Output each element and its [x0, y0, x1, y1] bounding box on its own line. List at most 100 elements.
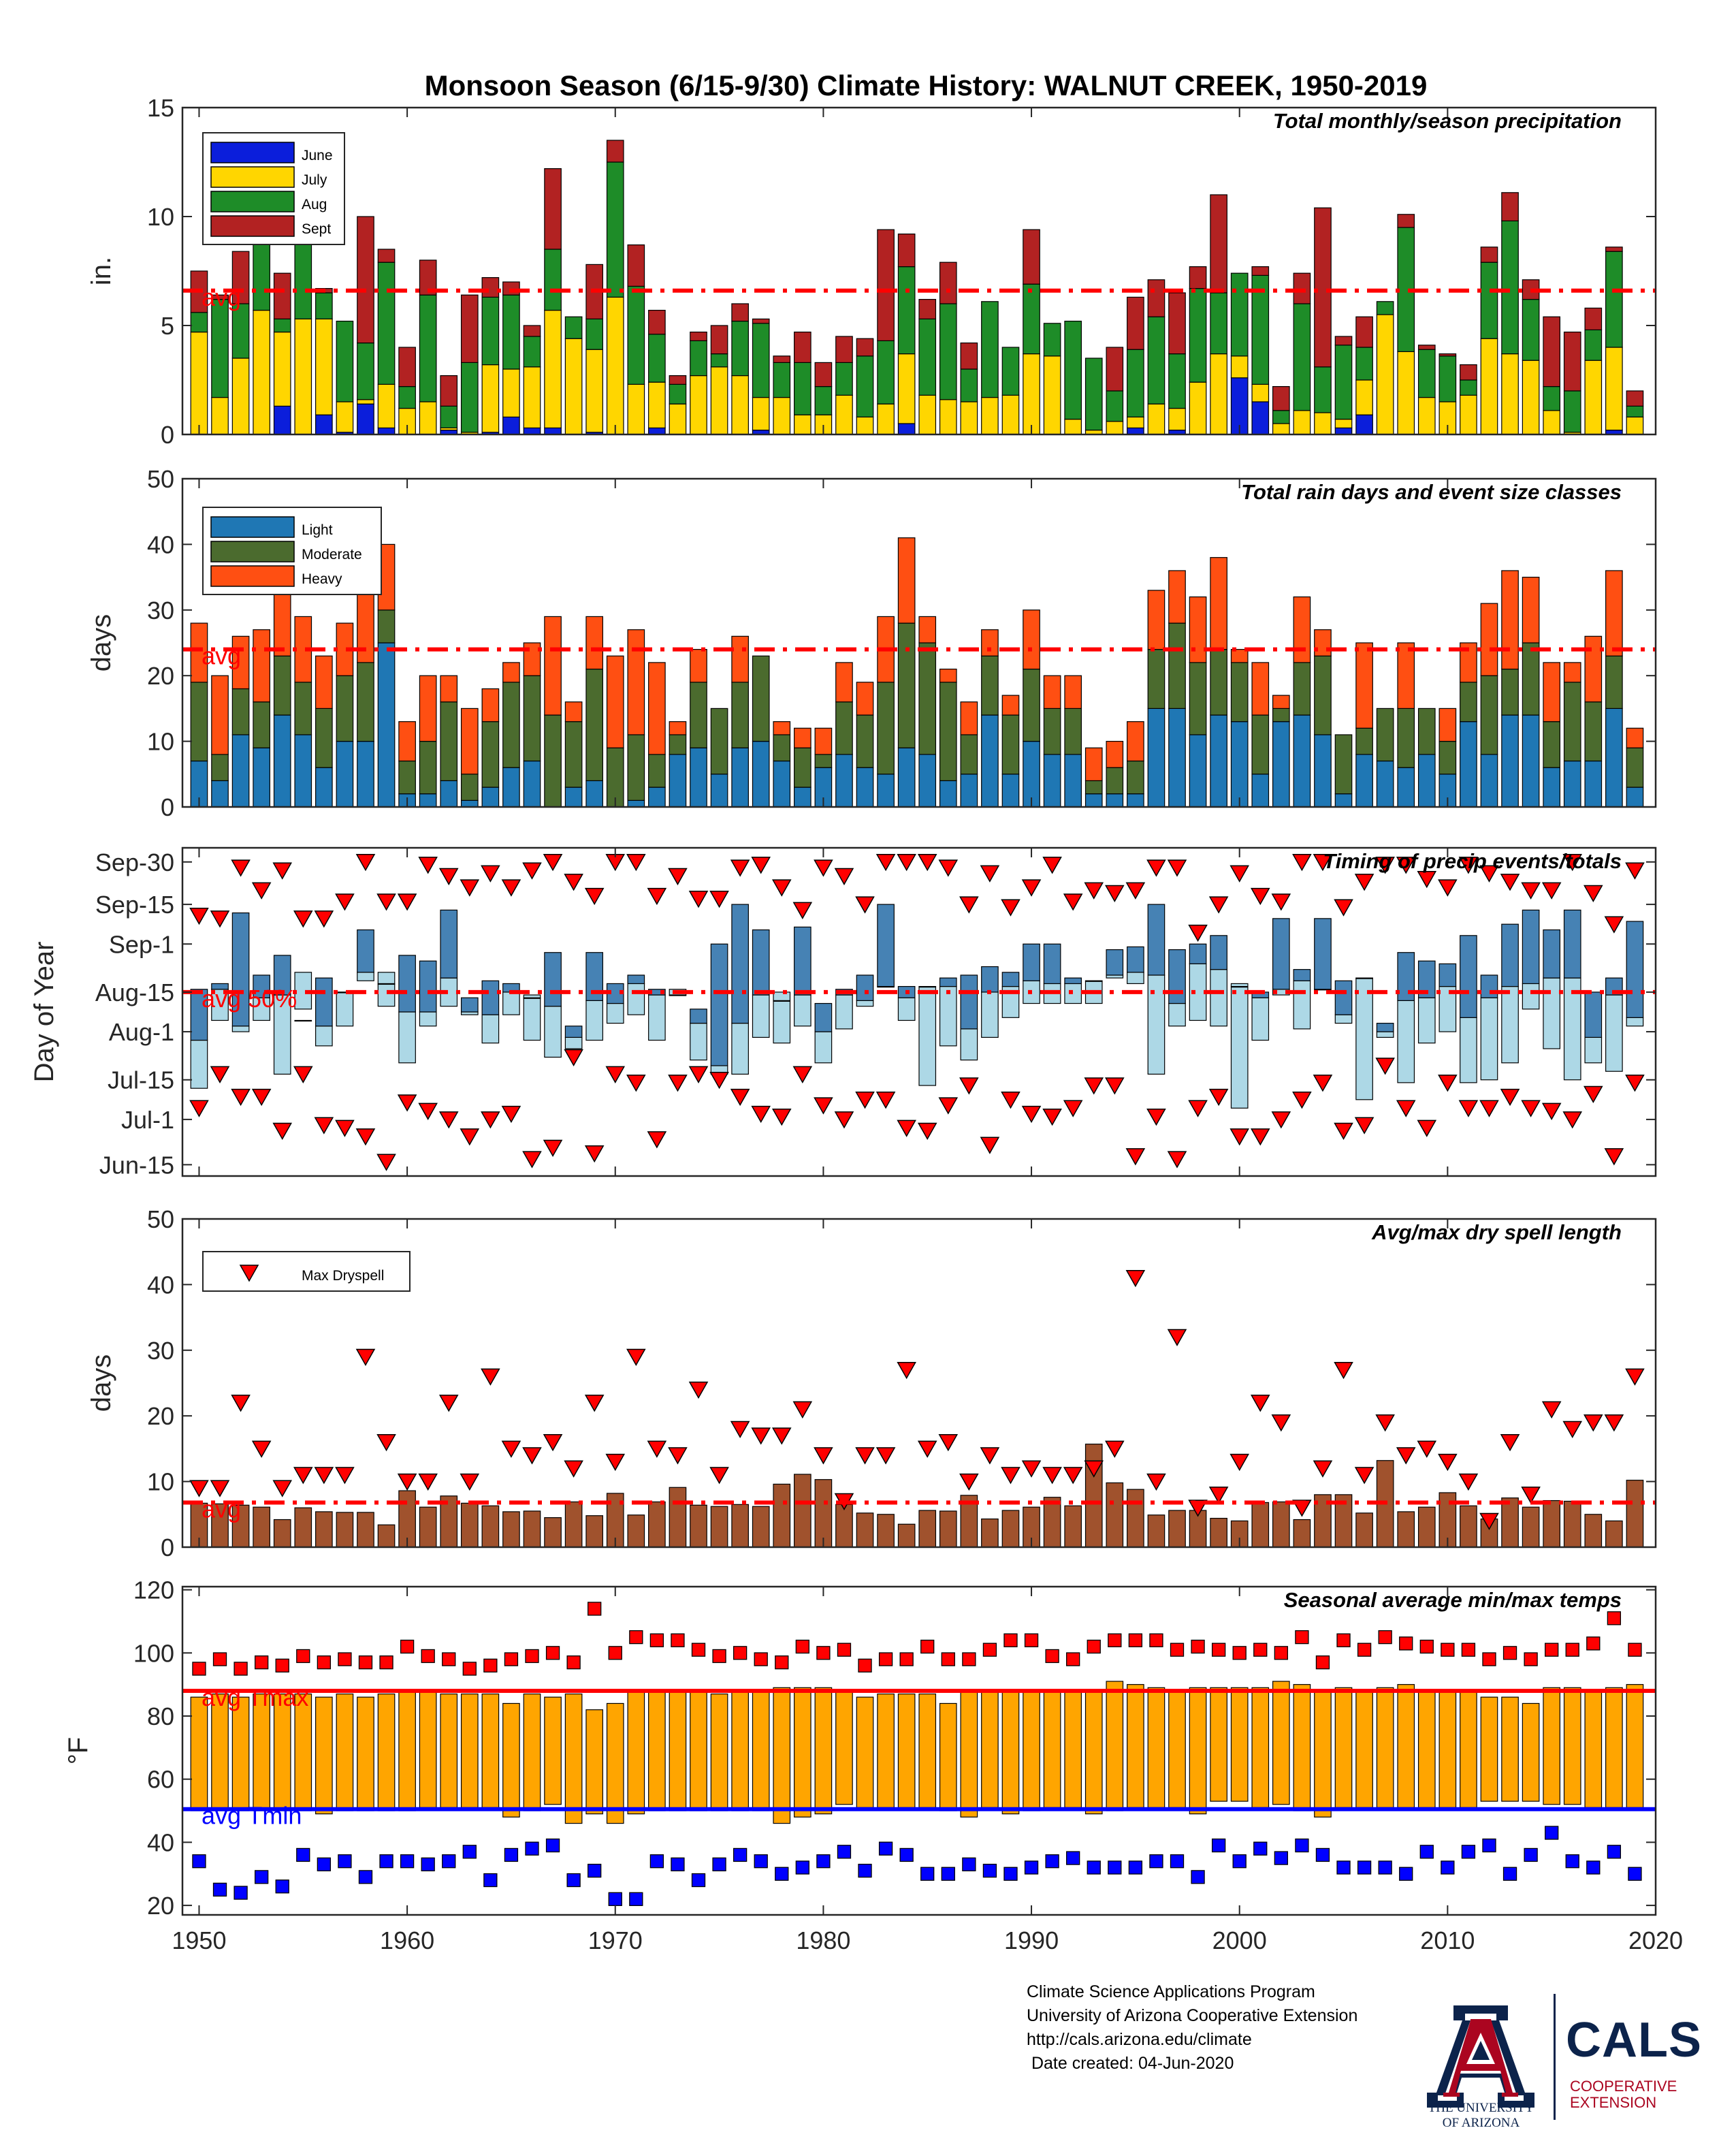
rain-days-bar-moderate — [564, 721, 583, 788]
latest-event-marker — [418, 857, 438, 874]
max-temp-marker — [712, 1649, 726, 1664]
precip-bar-sept — [357, 216, 374, 344]
latest-event-marker — [1375, 857, 1395, 874]
rain-days-bar-moderate — [1043, 708, 1061, 755]
precip-bar-aug — [1501, 220, 1519, 355]
latest-event-marker — [834, 868, 854, 886]
max-dry-spell-marker — [1417, 1440, 1437, 1458]
precip-bar-sept — [1355, 316, 1373, 348]
precip-bar-july — [1043, 355, 1061, 435]
temp-range-bar — [1189, 1687, 1207, 1815]
min-temp-marker — [691, 1873, 706, 1888]
timing-bar-lower — [1584, 1036, 1603, 1064]
timing-bar-upper — [1168, 949, 1186, 1004]
rain-days-bar-moderate — [1023, 668, 1040, 742]
latest-event-marker — [1188, 924, 1208, 942]
max-dry-spell-marker — [231, 1395, 251, 1412]
temp-range-bar — [1334, 1687, 1353, 1809]
precip-bar-july — [1272, 423, 1290, 435]
y-tick-label: 80 — [147, 1702, 174, 1730]
earliest-event-marker — [834, 1111, 854, 1129]
timing-bar-lower — [398, 1011, 416, 1064]
timing-bar-lower — [1417, 997, 1436, 1044]
y-tick-label: 10 — [147, 203, 174, 231]
rain-days-bar-light — [1480, 754, 1498, 808]
precip-bar-july — [1127, 416, 1144, 429]
rain-days-bar-heavy — [419, 675, 437, 742]
temp-range-bar — [1376, 1687, 1394, 1809]
temp-range-bar — [502, 1702, 520, 1817]
rain-days-bar-heavy — [1438, 708, 1457, 742]
timing-bar-lower — [523, 994, 541, 1041]
avg-dry-spell-bar — [877, 1514, 895, 1548]
x-tick-label: 2010 — [1420, 1926, 1475, 1954]
max-temp-marker — [1399, 1636, 1413, 1651]
avg-dry-spell-bar — [1064, 1505, 1082, 1548]
y-tick-label: Jul-1 — [121, 1106, 174, 1134]
earliest-event-marker — [1084, 1077, 1104, 1095]
precip-bar-aug — [1168, 353, 1186, 409]
temp-range-bar — [460, 1693, 479, 1809]
earliest-event-marker — [355, 1128, 376, 1146]
precip-bar-sept — [273, 272, 291, 320]
rain-days-bar-heavy — [1147, 590, 1166, 650]
latest-event-marker — [1292, 854, 1312, 872]
rain-days-bar-moderate — [544, 714, 562, 808]
earliest-event-marker — [501, 1105, 521, 1124]
temp-range-bar — [231, 1696, 250, 1811]
min-temp-marker — [358, 1870, 373, 1884]
rain-days-bar-moderate — [1293, 662, 1311, 716]
average-label: avg — [202, 1495, 241, 1523]
temp-range-bar — [357, 1696, 374, 1811]
max-dry-spell-marker — [938, 1434, 959, 1452]
latest-event-marker — [1625, 862, 1645, 880]
rain-days-bar-moderate — [460, 774, 479, 801]
min-temp-marker — [816, 1854, 831, 1869]
rain-days-bar-light — [1584, 760, 1603, 808]
temp-range-bar — [419, 1690, 437, 1809]
rain-days-bar-heavy — [1584, 635, 1603, 703]
precip-bar-sept — [1293, 272, 1311, 304]
rain-days-bar-heavy — [398, 721, 416, 762]
min-temp-marker — [234, 1886, 248, 1900]
min-temp-marker — [1565, 1854, 1579, 1869]
max-temp-marker — [1419, 1639, 1434, 1654]
max-temp-marker — [1295, 1630, 1309, 1645]
avg-dry-spell-bar — [544, 1517, 562, 1548]
rain-days-bar-moderate — [1438, 740, 1457, 775]
rain-days-bar-heavy — [1355, 642, 1373, 729]
rain-days-bar-light — [752, 740, 770, 808]
rain-days-bar-light — [1605, 708, 1623, 808]
avg-dry-spell-bar — [1293, 1519, 1311, 1548]
avg-dry-spell-bar — [357, 1512, 374, 1548]
rain-days-bar-moderate — [752, 655, 770, 742]
latest-event-marker — [688, 891, 709, 908]
earliest-event-marker — [1229, 1128, 1249, 1146]
precip-bar-july — [877, 403, 895, 435]
rain-days-bar-heavy — [1563, 662, 1581, 683]
rain-days-bar-moderate — [814, 754, 833, 768]
min-temp-marker — [1399, 1867, 1413, 1881]
min-temp-marker — [733, 1847, 748, 1862]
earliest-event-marker — [647, 1131, 667, 1149]
y-tick-label: 20 — [147, 662, 174, 690]
max-temp-marker — [1045, 1649, 1059, 1664]
max-temp-marker — [275, 1658, 289, 1673]
timing-bar-upper — [357, 929, 374, 973]
precip-bar-aug — [1522, 299, 1540, 361]
timing-bar-upper — [1023, 943, 1040, 981]
earliest-event-marker — [1271, 1111, 1291, 1129]
latest-event-marker — [1001, 899, 1020, 917]
max-temp-marker — [1628, 1642, 1642, 1657]
precip-bar-sept — [752, 318, 770, 324]
min-temp-marker — [1441, 1860, 1455, 1875]
precip-bar-sept — [773, 355, 791, 363]
temp-range-bar — [648, 1690, 666, 1811]
y-tick-label: 30 — [147, 597, 174, 624]
max-temp-marker — [1066, 1652, 1080, 1666]
avg-dry-spell-bar — [1417, 1506, 1436, 1548]
max-temp-marker — [899, 1652, 914, 1666]
footer-url[interactable]: http://cals.arizona.edu/climate — [1027, 2030, 1252, 2049]
avg-dry-spell-bar — [981, 1518, 999, 1548]
earliest-event-marker — [1063, 1100, 1083, 1117]
